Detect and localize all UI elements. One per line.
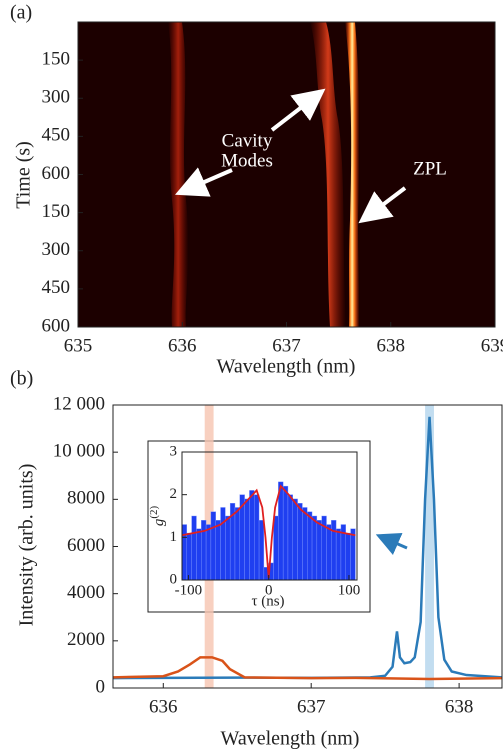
- y-tick-label: 450: [42, 277, 71, 298]
- y-tick-label: 0: [96, 676, 106, 697]
- histogram-bar: [335, 528, 342, 581]
- y-tick-label: 150: [42, 48, 71, 69]
- histogram-bar: [244, 498, 250, 581]
- histogram-bar: [345, 532, 351, 581]
- annotation: Modes: [221, 150, 273, 171]
- histogram-bar: [249, 490, 255, 581]
- panel-label: (b): [10, 368, 33, 390]
- y-label-superscript: (2): [148, 506, 160, 519]
- x-tick-label: 635: [64, 335, 93, 356]
- y-tick-label: 0: [170, 571, 178, 587]
- y-label-base: g: [151, 518, 167, 526]
- x-tick-label: 637: [272, 335, 301, 356]
- histogram-bar: [234, 507, 240, 581]
- x-tick-label: 638: [445, 696, 474, 717]
- x-axis-label: τ (ns): [251, 593, 284, 609]
- highlight-band: [425, 405, 434, 688]
- x-axis-label: Wavelength (nm): [221, 728, 360, 750]
- histogram-bar: [326, 524, 332, 581]
- y-tick-label: 10 000: [53, 441, 105, 462]
- histogram-bar: [258, 520, 265, 581]
- histogram-bar: [311, 515, 318, 581]
- annotation: Cavity: [222, 130, 273, 151]
- histogram-bar: [302, 507, 308, 581]
- histogram-bar: [191, 515, 197, 581]
- y-tick-label: 600: [42, 315, 71, 336]
- y-tick-label: 600: [42, 163, 71, 184]
- y-tick-label: 300: [42, 239, 71, 260]
- histogram-bar: [201, 520, 207, 581]
- histogram-bar: [273, 515, 279, 581]
- histogram-bar: [316, 520, 322, 581]
- histogram-bar: [215, 520, 221, 581]
- y-axis-label: Time (s): [13, 141, 35, 209]
- x-tick-label: 638: [377, 335, 406, 356]
- histogram-bar: [278, 481, 284, 581]
- x-tick-label: 637: [297, 696, 326, 717]
- x-tick-label: -100: [175, 582, 203, 598]
- y-tick-label: 12 000: [53, 393, 105, 414]
- y-tick-label: 2: [170, 486, 178, 502]
- histogram-bar: [181, 524, 188, 581]
- x-tick-label: 636: [168, 335, 197, 356]
- histogram-bar: [225, 515, 231, 581]
- arrows: [174, 88, 407, 224]
- histogram-bar: [292, 498, 298, 581]
- arrow: [174, 167, 233, 197]
- histogram-bar: [220, 507, 226, 581]
- histogram-bar: [210, 511, 216, 581]
- y-tick-label: 4000: [67, 582, 105, 603]
- y-tick-label: 450: [42, 125, 71, 146]
- histogram-bar: [282, 485, 289, 581]
- y-axis-label: g(2): [148, 506, 168, 527]
- histogram-bar: [350, 528, 356, 581]
- arrow: [358, 186, 407, 224]
- x-tick-label: 0: [265, 582, 273, 598]
- x-axis-label: Wavelength (nm): [217, 356, 356, 378]
- histogram-bar: [254, 494, 260, 581]
- histogram-bar: [307, 511, 313, 581]
- y-tick-label: 6000: [67, 535, 105, 556]
- x-tick-label: 636: [149, 696, 178, 717]
- inset-arrow: [375, 532, 408, 555]
- panel-label: (a): [10, 2, 32, 24]
- y-tick-label: 2000: [67, 629, 105, 650]
- x-tick-label: 100: [338, 582, 361, 598]
- x-tick-label: 639: [481, 335, 503, 356]
- y-tick-label: 150: [42, 201, 71, 222]
- arrow: [270, 88, 326, 132]
- heatmap-image: [78, 22, 495, 327]
- y-tick-label: 3: [170, 443, 178, 459]
- y-tick-label: 1: [170, 529, 178, 545]
- y-tick-label: 300: [42, 87, 71, 108]
- y-tick-label: 8000: [67, 488, 105, 509]
- histogram-bar: [186, 532, 192, 581]
- histogram-bar: [205, 524, 212, 581]
- histogram-bar: [297, 503, 303, 581]
- annotation: ZPL: [413, 158, 447, 179]
- histogram-bar: [331, 520, 337, 581]
- series-line: [112, 656, 503, 681]
- y-axis-label: Intensity (arb. units): [16, 464, 38, 627]
- axes-frame: [181, 451, 358, 581]
- histogram-bar: [196, 528, 202, 581]
- histogram-bar: [287, 494, 293, 581]
